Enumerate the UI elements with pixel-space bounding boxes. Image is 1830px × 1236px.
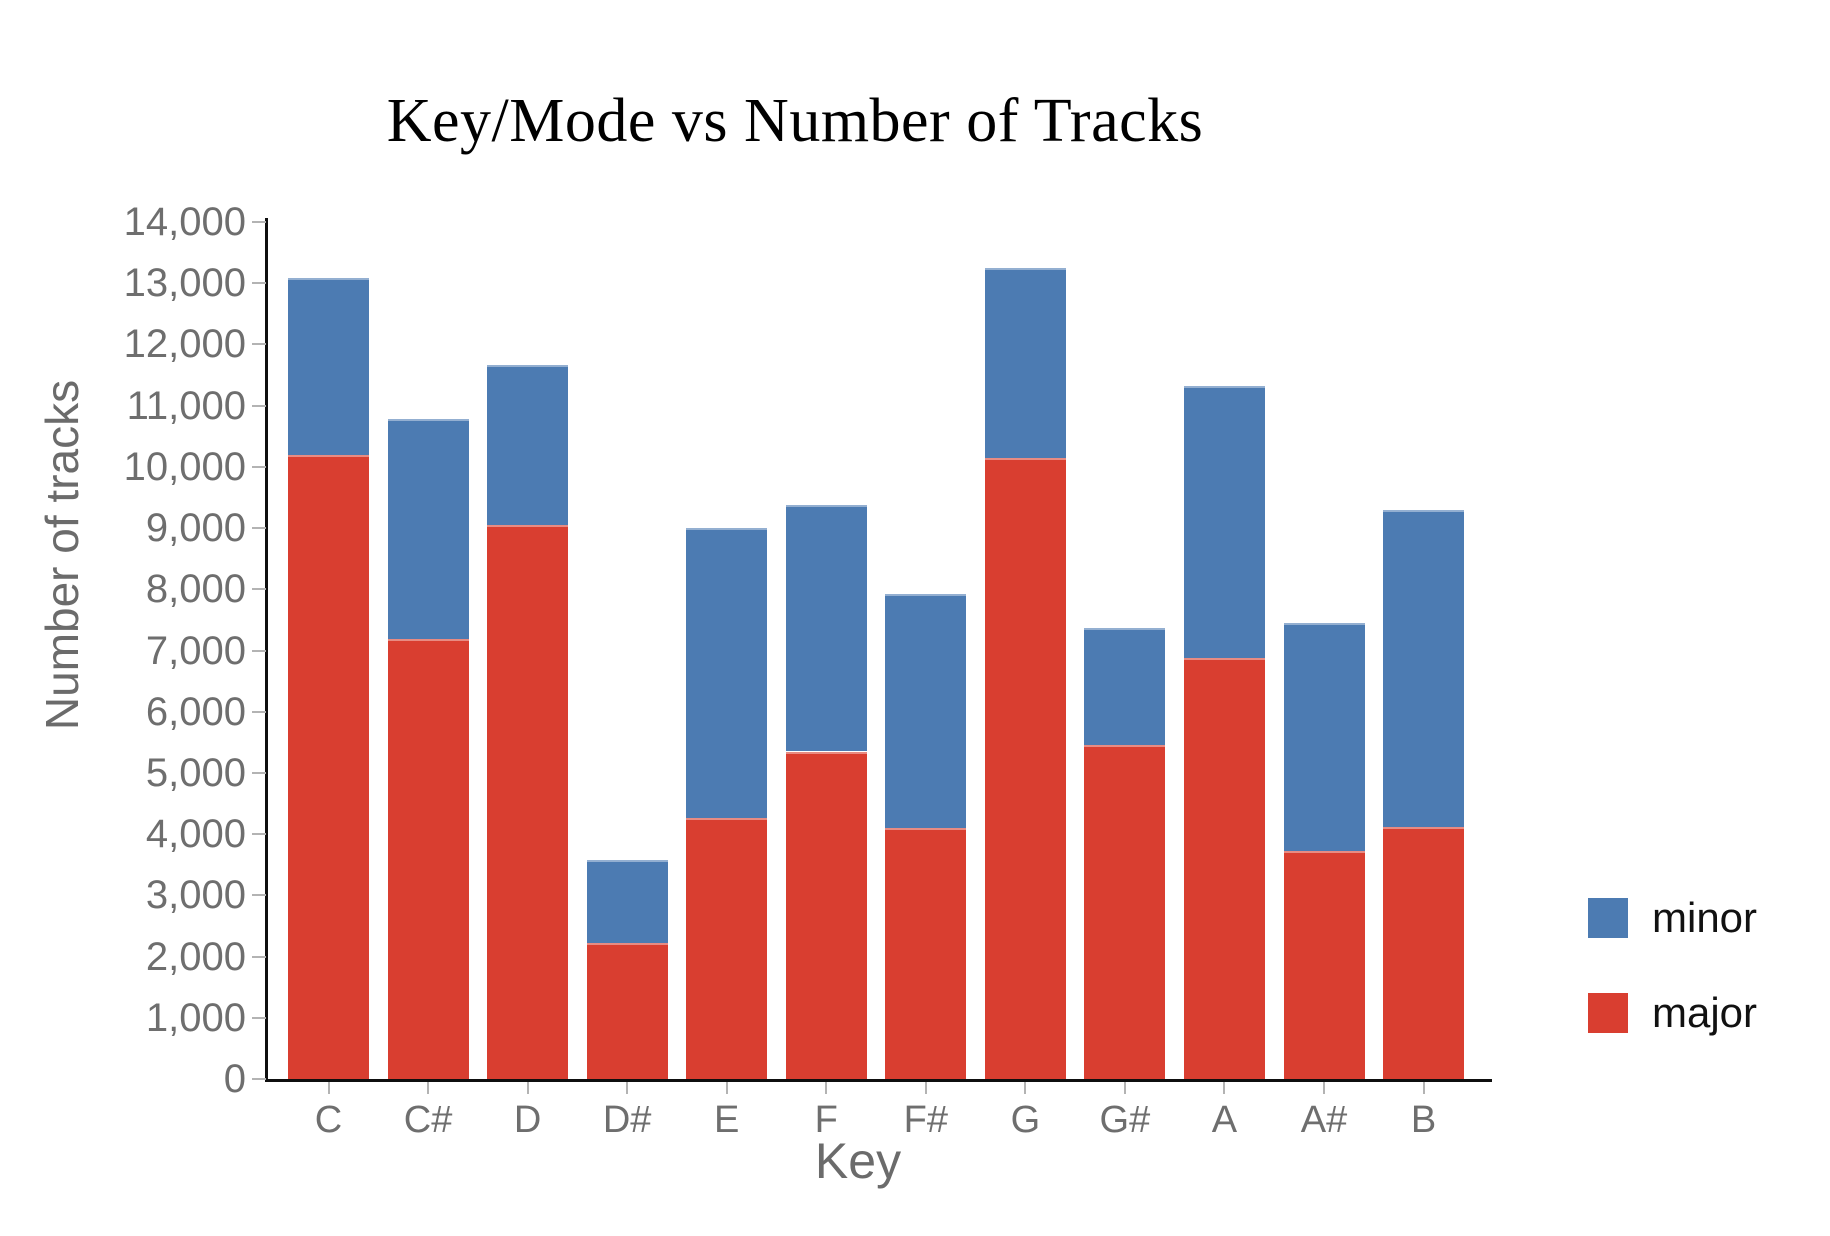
x-tick [526, 1082, 529, 1094]
x-tick-label: F# [903, 1099, 948, 1141]
x-tick [1323, 1082, 1325, 1094]
y-tick [252, 221, 266, 223]
y-tick [252, 1078, 266, 1080]
x-tick [1223, 1082, 1226, 1094]
x-tick [1422, 1082, 1425, 1094]
bar-segment-F#-major [885, 828, 967, 1079]
y-tick [252, 1016, 266, 1019]
y-tick [252, 955, 266, 958]
bar-segment-A-minor [1183, 386, 1265, 659]
bar-segment-G#-major [1084, 745, 1166, 1079]
y-tick [252, 649, 266, 652]
bar-segment-D#-minor [586, 859, 668, 944]
x-tick [725, 1082, 728, 1094]
chart-title: Key/Mode vs Number of Tracks [386, 87, 1204, 155]
y-tick-label: 8,000 [145, 567, 246, 612]
bar-segment-D#-major [586, 943, 668, 1079]
x-tick [1123, 1082, 1126, 1094]
x-tick [1024, 1082, 1027, 1094]
y-tick [252, 588, 266, 591]
y-tick [252, 465, 266, 468]
x-tick-label: F [814, 1099, 838, 1141]
x-tick-label: A# [1300, 1099, 1348, 1141]
y-tick-label: 1,000 [145, 995, 246, 1040]
y-tick-label: 3,000 [145, 873, 246, 918]
bar-segment-E-major [686, 817, 768, 1079]
bar-segment-C-minor [288, 278, 369, 455]
y-tick-label: 2,000 [145, 934, 246, 979]
legend-swatch-major-icon [1588, 993, 1628, 1033]
bar-segment-A-major [1183, 658, 1265, 1079]
x-tick-label: G# [1099, 1099, 1151, 1141]
y-tick [252, 771, 266, 774]
x-tick-label: B [1410, 1099, 1437, 1141]
x-tick-label: D# [602, 1099, 652, 1141]
y-tick [252, 833, 266, 836]
y-axis-label: Number of tracks [36, 379, 88, 731]
y-tick-label: 9,000 [145, 506, 246, 551]
bar-segment-D-minor [487, 365, 569, 525]
x-tick-label: C# [403, 1099, 453, 1141]
legend-label-major: major [1652, 989, 1758, 1036]
y-tick-label: 4,000 [145, 812, 246, 857]
y-tick [252, 282, 266, 285]
bar-segment-A#-minor [1283, 622, 1365, 852]
x-axis-label: Key [814, 1133, 902, 1189]
bar-segment-F#-minor [885, 593, 967, 828]
bar-segment-D-major [487, 525, 569, 1079]
x-axis-line [265, 1079, 1492, 1082]
y-tick-label: 0 [223, 1057, 246, 1101]
bar-segment-C#-major [387, 639, 469, 1079]
y-tick [252, 894, 266, 897]
x-tick [924, 1082, 927, 1094]
bar-segment-C-major [288, 454, 369, 1079]
bar-segment-F-minor [785, 504, 867, 752]
x-tick-label: G [1010, 1099, 1041, 1141]
y-tick-label: 12,000 [123, 322, 246, 367]
x-tick [327, 1082, 330, 1094]
y-tick [252, 404, 266, 407]
y-tick-label: 5,000 [145, 750, 246, 795]
y-tick-label: 11,000 [126, 383, 246, 428]
x-tick [626, 1082, 629, 1094]
legend-label-minor: minor [1652, 894, 1758, 941]
y-tick-label: 13,000 [123, 261, 246, 306]
y-tick-label: 14,000 [123, 200, 246, 244]
bar-segment-E-minor [686, 528, 768, 818]
bar-segment-C#-minor [387, 419, 469, 640]
bar-segment-B-minor [1383, 509, 1465, 828]
y-tick-label: 10,000 [123, 444, 246, 489]
bar-segment-A#-major [1283, 851, 1365, 1079]
legend-item-minor: minor [1588, 894, 1758, 941]
legend-swatch-minor-icon [1588, 898, 1628, 938]
x-tick-label: D [513, 1099, 542, 1141]
bar-segment-G#-minor [1084, 628, 1166, 746]
legend-item-major: major [1588, 989, 1758, 1036]
x-tick-label: A [1211, 1099, 1238, 1141]
y-tick [252, 343, 266, 346]
x-tick-label: E [714, 1099, 740, 1141]
bar-segment-G-major [984, 458, 1066, 1079]
y-tick [252, 527, 266, 530]
legend: minor major [1588, 894, 1758, 1036]
bar-segment-B-major [1383, 827, 1465, 1079]
x-tick-label: C [314, 1099, 343, 1141]
bar-segment-G-minor [984, 267, 1066, 459]
x-tick [427, 1082, 430, 1094]
bar-segment-F-major [785, 751, 867, 1079]
y-tick [252, 710, 266, 713]
x-tick [825, 1082, 828, 1094]
y-axis-line [265, 218, 268, 1082]
y-tick-label: 6,000 [145, 689, 246, 734]
y-tick-label: 7,000 [145, 628, 246, 673]
